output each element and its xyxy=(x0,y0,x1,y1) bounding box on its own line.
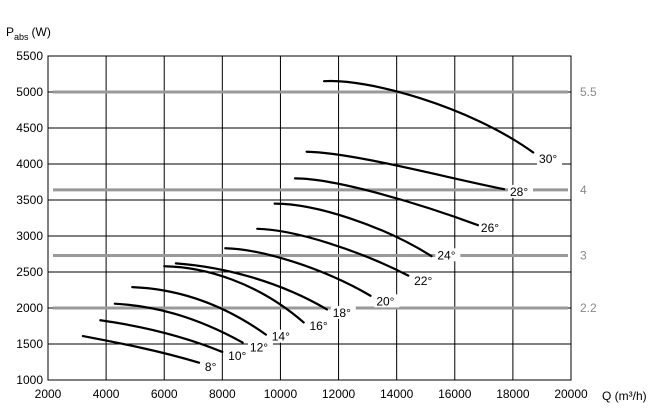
series-label: 12° xyxy=(250,340,268,354)
series-label: 30° xyxy=(539,152,557,166)
y-tick-label: 2500 xyxy=(16,265,43,279)
x-tick-label: 14000 xyxy=(380,387,414,401)
x-tick-label: 16000 xyxy=(438,387,472,401)
series-curve xyxy=(131,286,268,336)
x-tick-label: 2000 xyxy=(35,387,62,401)
y-tick-label: 3500 xyxy=(16,193,43,207)
series-label-bg xyxy=(226,349,252,363)
y-tick-label: 4500 xyxy=(16,121,43,135)
series-curve xyxy=(293,177,480,227)
series-label: 10° xyxy=(228,349,246,363)
series-label-bg xyxy=(537,151,563,165)
series-label-bg xyxy=(307,318,333,332)
series-label: 16° xyxy=(310,319,328,333)
series-label-bg xyxy=(374,294,400,308)
series-label-bg xyxy=(269,329,295,343)
plot-frame xyxy=(47,55,572,381)
y-tick-label: 1500 xyxy=(16,337,43,351)
y-tick-label: 5500 xyxy=(16,49,43,63)
series-label-bg xyxy=(478,220,504,234)
series-label: 22° xyxy=(414,274,432,288)
reference-line-label: 2.2 xyxy=(580,301,597,315)
series-curve xyxy=(224,247,372,297)
x-tick-label: 12000 xyxy=(322,387,356,401)
x-tick-label: 18000 xyxy=(496,387,530,401)
x-tick-label: 6000 xyxy=(151,387,178,401)
series-label: 28° xyxy=(510,185,528,199)
series-curve xyxy=(163,265,305,324)
reference-line-label: 3 xyxy=(580,248,587,262)
y-tick-label: 2000 xyxy=(16,301,43,315)
series-label: 18° xyxy=(333,306,351,320)
series-label: 24° xyxy=(437,248,455,262)
x-tick-label: 20000 xyxy=(554,387,588,401)
curves-layer: 8° 10° 12° 14° 16° 18° 20° 22° 24° 26° 28° 30° xyxy=(81,79,563,374)
reference-line-label: 5.5 xyxy=(580,85,597,99)
series-label-bg xyxy=(202,359,221,373)
series-curve xyxy=(256,227,410,277)
series-label: 26° xyxy=(481,221,499,235)
y-tick-label: 4000 xyxy=(16,157,43,171)
x-tick-label: 4000 xyxy=(93,387,120,401)
series-label-bg xyxy=(435,248,461,262)
y-tick-label: 1000 xyxy=(16,373,43,387)
y-axis-label-main: P xyxy=(6,25,14,39)
series-curve xyxy=(273,202,433,258)
x-axis-label: Q (m³/h) xyxy=(602,389,647,403)
series-label: 20° xyxy=(376,294,394,308)
series-label: 8° xyxy=(205,360,217,374)
series-curve xyxy=(322,79,535,154)
series-curve xyxy=(113,302,244,344)
series-curve xyxy=(99,319,224,354)
reference-lines xyxy=(53,90,568,310)
series-curve xyxy=(81,334,201,364)
series-curve xyxy=(174,262,329,311)
y-axis-label-unit: (W) xyxy=(32,25,51,39)
series-label-bg xyxy=(412,274,438,288)
reference-line-label: 4 xyxy=(580,183,587,197)
series-label: 14° xyxy=(272,330,290,344)
series-label-bg xyxy=(507,184,533,198)
series-label-bg xyxy=(330,305,356,319)
y-tick-label: 3000 xyxy=(16,229,43,243)
tick-labels: 2000 4000 6000 8000 10000 12000 14000 16000 1800… xyxy=(16,49,597,401)
series-label-bg xyxy=(247,340,273,354)
y-tick-label: 5000 xyxy=(16,85,43,99)
x-tick-label: 8000 xyxy=(209,387,236,401)
y-axis-label: Pabs (W) xyxy=(6,25,51,42)
x-tick-label: 10000 xyxy=(264,387,298,401)
series-curve xyxy=(305,150,506,191)
y-axis-label-sub: abs xyxy=(14,32,29,42)
